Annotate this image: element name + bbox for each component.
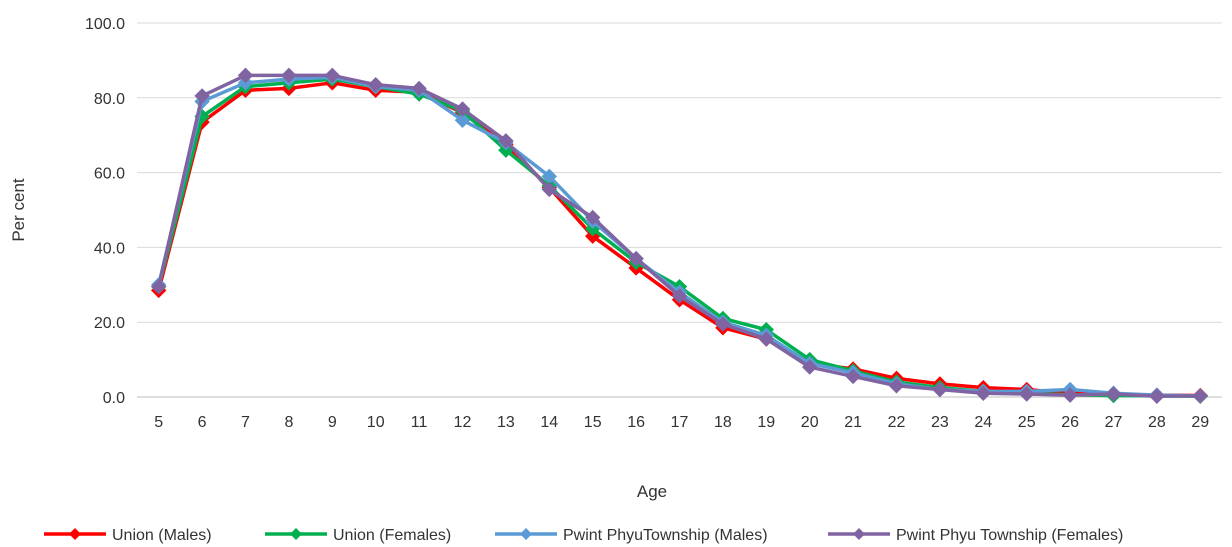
x-tick-label: 5 xyxy=(154,414,163,431)
x-tick-label: 25 xyxy=(1018,414,1036,431)
x-axis-tick-labels: 5 6 7 8 9 10 11 12 13 14 15 16 17 18 19 20 21 22 23 24 25 26 2… xyxy=(154,414,1209,431)
data-point xyxy=(801,359,818,375)
legend-label: Pwint Phyu Township (Females) xyxy=(896,527,1123,544)
x-tick-label: 28 xyxy=(1148,414,1166,431)
y-axis-tick-labels: 0.0 20.0 40.0 60.0 80.0 100.0 xyxy=(85,16,125,407)
y-tick-label: 100.0 xyxy=(85,16,125,33)
y-tick-label: 0.0 xyxy=(103,390,125,407)
x-axis-title: Age xyxy=(637,482,667,501)
data-point xyxy=(932,381,948,398)
data-point xyxy=(584,209,601,226)
x-tick-label: 15 xyxy=(584,414,602,431)
y-tick-label: 40.0 xyxy=(94,240,125,257)
data-point xyxy=(237,67,254,84)
legend-swatch-marker xyxy=(290,528,302,540)
data-point xyxy=(150,278,167,295)
x-tick-label: 22 xyxy=(888,414,906,431)
x-tick-label: 13 xyxy=(497,414,515,431)
data-point xyxy=(454,112,471,128)
legend: Union (Males) Union (Females) Pwint PhyuTo… xyxy=(44,527,1123,544)
legend-item: Union (Males) xyxy=(44,527,212,544)
x-tick-label: 9 xyxy=(328,414,337,431)
x-tick-label: 14 xyxy=(540,414,558,431)
data-point xyxy=(1149,388,1165,404)
series-group xyxy=(150,67,1209,404)
x-tick-label: 7 xyxy=(241,414,250,431)
series-4 xyxy=(150,67,1209,404)
series-line xyxy=(157,81,1201,398)
x-tick-label: 16 xyxy=(627,414,645,431)
y-tick-label: 20.0 xyxy=(94,315,125,332)
y-tick-label: 80.0 xyxy=(94,91,125,108)
x-tick-label: 24 xyxy=(974,414,992,431)
x-tick-label: 26 xyxy=(1061,414,1079,431)
series-line xyxy=(156,75,1201,398)
x-tick-label: 6 xyxy=(198,414,207,431)
data-point xyxy=(628,250,644,267)
data-point xyxy=(324,67,341,84)
data-point xyxy=(1105,386,1122,402)
y-axis-title: Per cent xyxy=(9,178,28,242)
data-point xyxy=(888,378,905,394)
data-point xyxy=(194,88,210,104)
data-point xyxy=(498,133,514,149)
legend-label: Union (Females) xyxy=(333,527,451,544)
data-point xyxy=(541,181,558,198)
x-tick-label: 8 xyxy=(284,414,293,431)
x-tick-label: 17 xyxy=(671,414,689,431)
series-2 xyxy=(150,71,1209,404)
x-tick-label: 18 xyxy=(714,414,732,431)
x-tick-label: 11 xyxy=(411,414,428,431)
data-point xyxy=(845,368,861,385)
data-point xyxy=(1062,387,1078,403)
x-tick-label: 12 xyxy=(454,414,472,431)
x-tick-label: 29 xyxy=(1191,414,1209,431)
legend-label: Union (Males) xyxy=(112,527,212,544)
y-tick-label: 60.0 xyxy=(94,166,125,183)
legend-label: Pwint PhyuTownship (Males) xyxy=(563,527,768,544)
data-point xyxy=(281,67,297,84)
x-tick-label: 27 xyxy=(1105,414,1123,431)
series-1 xyxy=(150,75,1209,404)
data-point xyxy=(454,101,471,117)
x-tick-label: 10 xyxy=(367,414,385,431)
series-line xyxy=(157,77,1201,399)
series-3 xyxy=(150,69,1209,404)
x-tick-label: 21 xyxy=(844,414,862,431)
legend-swatch-marker xyxy=(520,528,532,540)
x-tick-label: 23 xyxy=(931,414,949,431)
legend-swatch-marker xyxy=(853,528,865,540)
data-point xyxy=(975,385,992,401)
legend-item: Pwint Phyu Township (Females) xyxy=(828,527,1123,544)
legend-item: Pwint PhyuTownship (Males) xyxy=(495,527,768,544)
data-point xyxy=(715,316,731,332)
series-line xyxy=(156,73,1201,399)
data-point xyxy=(1018,386,1035,402)
legend-swatch-marker xyxy=(69,528,81,540)
data-point xyxy=(1192,388,1209,404)
data-point xyxy=(671,288,688,304)
legend-item: Union (Females) xyxy=(265,527,451,544)
x-tick-label: 19 xyxy=(757,414,775,431)
data-point xyxy=(411,80,427,97)
data-point xyxy=(367,77,384,93)
data-point xyxy=(758,331,775,347)
x-tick-label: 20 xyxy=(801,414,819,431)
